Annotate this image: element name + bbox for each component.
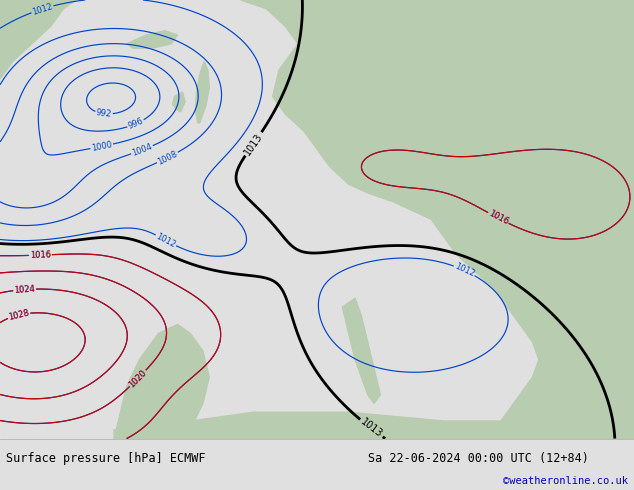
Text: 1024: 1024	[14, 284, 36, 295]
Text: 1016: 1016	[487, 209, 510, 227]
Text: 992: 992	[96, 108, 112, 119]
Polygon shape	[114, 412, 634, 439]
Polygon shape	[114, 324, 209, 439]
Text: 1000: 1000	[91, 140, 113, 153]
Polygon shape	[195, 61, 209, 123]
Polygon shape	[241, 0, 634, 439]
Text: 1028: 1028	[8, 308, 30, 322]
Text: Surface pressure [hPa] ECMWF: Surface pressure [hPa] ECMWF	[6, 452, 206, 465]
Text: 1013: 1013	[358, 417, 384, 440]
Text: 1028: 1028	[8, 308, 30, 322]
Text: 1008: 1008	[156, 149, 179, 167]
Polygon shape	[0, 0, 76, 79]
Text: 1012: 1012	[453, 262, 476, 279]
Text: 1012: 1012	[31, 1, 54, 17]
Text: 1016: 1016	[30, 250, 51, 260]
Text: 1020: 1020	[127, 368, 148, 389]
Polygon shape	[172, 92, 185, 112]
Text: 1016: 1016	[487, 209, 510, 227]
Text: 1004: 1004	[131, 142, 153, 158]
Text: ©weatheronline.co.uk: ©weatheronline.co.uk	[503, 476, 628, 486]
Text: 1016: 1016	[30, 250, 51, 260]
Polygon shape	[304, 0, 355, 35]
Text: 996: 996	[127, 117, 145, 131]
Text: 1012: 1012	[155, 232, 178, 249]
Text: 1020: 1020	[127, 368, 148, 389]
Text: Sa 22-06-2024 00:00 UTC (12+84): Sa 22-06-2024 00:00 UTC (12+84)	[368, 452, 588, 465]
Text: 1013: 1013	[242, 131, 264, 157]
Polygon shape	[342, 298, 380, 403]
Text: 1024: 1024	[14, 284, 36, 295]
Polygon shape	[127, 31, 178, 48]
